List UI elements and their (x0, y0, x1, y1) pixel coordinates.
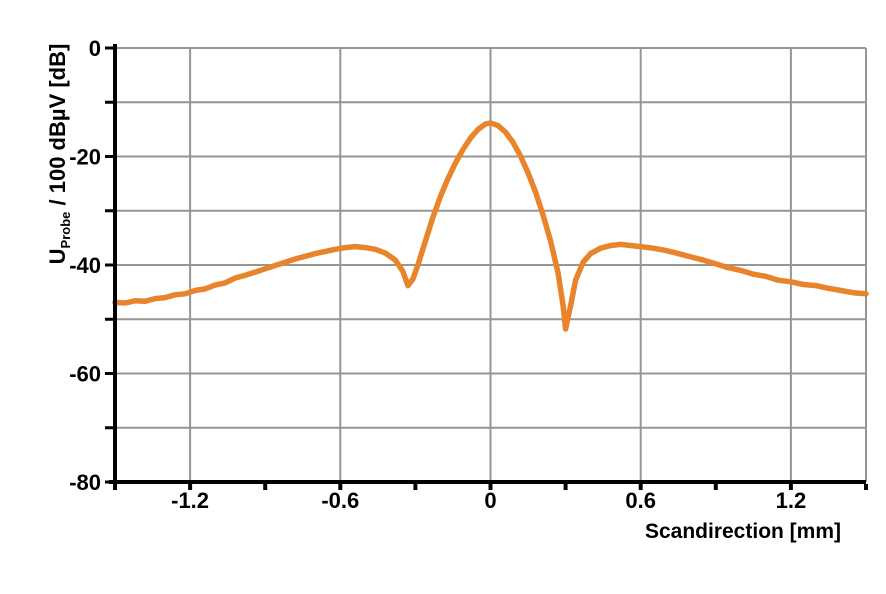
x-tick-label: 0.6 (625, 488, 656, 513)
y-axis-title: UProbe / 100 dBµV [dB] (45, 43, 73, 265)
x-tick-label: -1.2 (171, 488, 209, 513)
y-axis-title-subscript: Probe (58, 211, 73, 249)
y-tick-label: 0 (89, 36, 101, 61)
y-axis-title-main: U (45, 248, 70, 265)
y-axis-title-rest: / 100 dBµV [dB] (45, 43, 70, 212)
probe-curve (112, 120, 869, 332)
x-tick-label: 1.2 (776, 488, 807, 513)
x-tick-label: -0.6 (321, 488, 359, 513)
y-tick-label: -20 (69, 145, 101, 170)
x-axis-title: Scandirection [mm] (644, 520, 842, 543)
x-tick-label: 0 (484, 488, 496, 513)
y-tick-label: -40 (69, 253, 101, 278)
y-tick-label: -80 (69, 470, 101, 495)
y-tick-label: -60 (69, 362, 101, 387)
